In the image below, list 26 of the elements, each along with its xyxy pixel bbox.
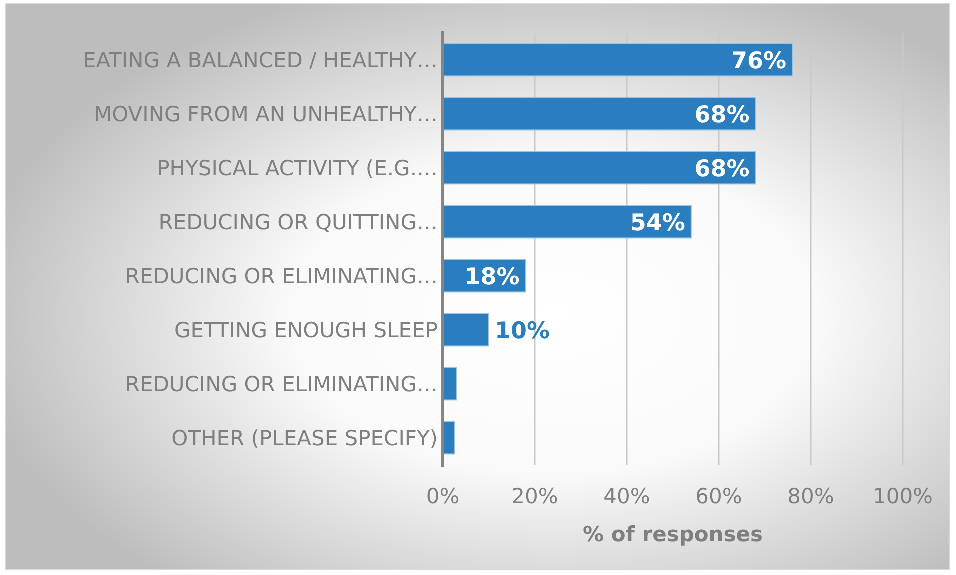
y-tick-label: OTHER (PLEASE SPECIFY)	[172, 426, 438, 451]
bar	[442, 97, 756, 131]
x-tick-label: 80%	[788, 484, 834, 509]
data-label: 76%	[732, 48, 787, 74]
bar	[442, 205, 692, 239]
x-tick-label: 60%	[696, 484, 742, 509]
x-axis-title: % of responses	[583, 522, 763, 547]
bar	[442, 313, 490, 347]
y-tick-label: EATING A BALANCED / HEALTHY…	[83, 48, 438, 73]
data-label: 68%	[694, 156, 750, 182]
data-label: 10%	[495, 318, 550, 344]
y-tick-label: REDUCING OR ELIMINATING…	[125, 372, 438, 397]
data-label: 68%	[694, 102, 750, 128]
y-tick-label: REDUCING OR ELIMINATING…	[125, 264, 438, 289]
data-label: 54%	[630, 210, 686, 236]
x-tick-label: 40%	[604, 484, 650, 509]
bar	[442, 43, 794, 77]
y-tick-label: PHYSICAL ACTIVITY (E.G.…	[157, 156, 438, 181]
bar	[442, 151, 756, 185]
x-tick-label: 20%	[512, 484, 558, 509]
x-tick-label: 100%	[872, 484, 934, 509]
y-tick-label: GETTING ENOUGH SLEEP	[174, 318, 438, 343]
y-tick-label: REDUCING OR QUITTING…	[158, 210, 438, 235]
y-tick-label: MOVING FROM AN UNHEALTHY…	[94, 102, 438, 127]
x-tick-label: 0%	[426, 484, 460, 509]
data-label: 18%	[464, 264, 520, 290]
